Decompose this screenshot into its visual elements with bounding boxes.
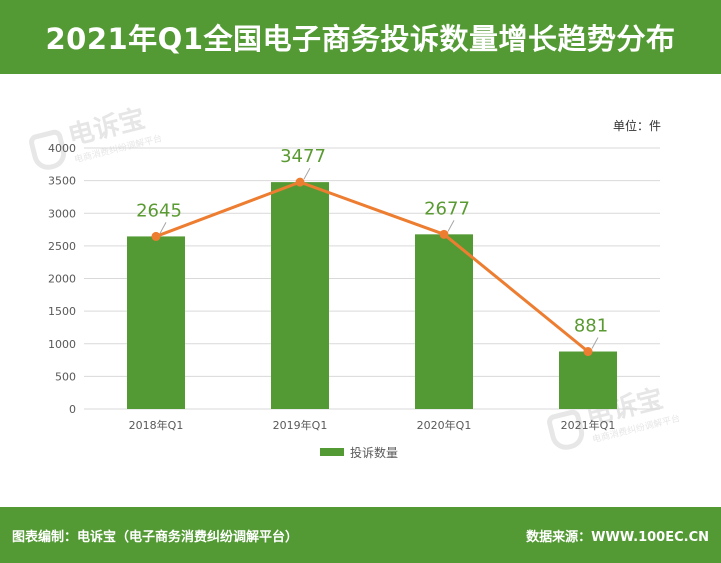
chart-area: 电诉宝 电商消费纠纷调解平台 电诉宝 电商消费纠纷调解平台 单位：件 2645 3… xyxy=(0,74,721,507)
chart-svg: 2645 3477 2677 881 0 500 1000 1500 2000 2500 3000… xyxy=(48,142,660,460)
y-tick-label: 3500 xyxy=(48,175,76,188)
title-bar: 2021年Q1全国电子商务投诉数量增长趋势分布 xyxy=(0,0,721,74)
trend-point xyxy=(583,347,593,357)
data-label: 2645 xyxy=(136,200,182,221)
x-tick-label: 2019年Q1 xyxy=(273,418,328,432)
y-tick-label: 3000 xyxy=(48,207,76,220)
unit-label: 单位：件 xyxy=(612,119,661,133)
data-label: 881 xyxy=(574,316,608,337)
y-tick-label: 0 xyxy=(69,403,76,416)
legend-swatch xyxy=(320,448,344,456)
footer-source: 数据来源：WWW.100EC.CN xyxy=(526,529,709,545)
y-tick-label: 500 xyxy=(55,370,76,383)
bar xyxy=(559,351,617,409)
bar xyxy=(127,236,185,409)
footer-bar: 图表编制：电诉宝（电子商务消费纠纷调解平台） 数据来源：WWW.100EC.CN xyxy=(0,507,721,563)
x-tick-label: 2018年Q1 xyxy=(129,418,184,432)
leader-line xyxy=(303,167,311,180)
bar xyxy=(415,234,473,409)
y-tick-label: 2500 xyxy=(48,240,76,253)
footer-credit: 图表编制：电诉宝（电子商务消费纠纷调解平台） xyxy=(12,529,299,545)
x-tick-label: 2021年Q1 xyxy=(561,418,616,432)
y-tick-label: 1500 xyxy=(48,305,76,318)
data-label: 2677 xyxy=(424,198,470,219)
data-label: 3477 xyxy=(280,146,326,167)
trend-line xyxy=(155,180,589,353)
y-tick-label: 1000 xyxy=(48,338,76,351)
x-tick-label: 2020年Q1 xyxy=(417,418,472,432)
leader-line xyxy=(447,220,455,232)
trend-point xyxy=(295,177,305,187)
y-tick-label: 2000 xyxy=(48,273,76,286)
legend-label: 投诉数量 xyxy=(350,445,398,460)
y-tick-label: 4000 xyxy=(48,142,76,155)
bar xyxy=(271,182,329,409)
trend-point xyxy=(439,229,449,239)
page-title: 2021年Q1全国电子商务投诉数量增长趋势分布 xyxy=(45,22,676,56)
trend-point xyxy=(151,231,161,241)
leader-line xyxy=(159,222,167,234)
leader-line xyxy=(591,337,599,349)
